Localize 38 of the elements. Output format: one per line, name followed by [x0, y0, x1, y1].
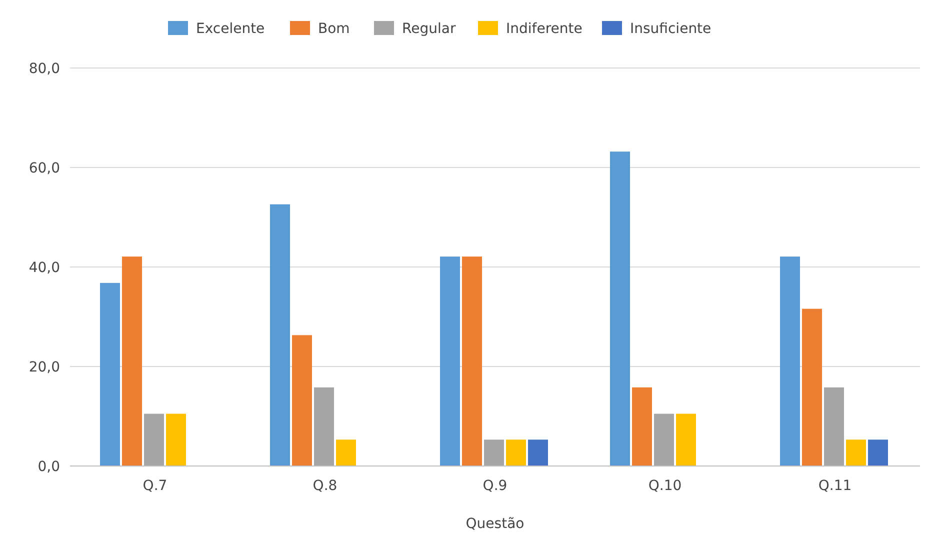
bar — [440, 256, 460, 466]
y-tick-label: 0,0 — [38, 458, 60, 475]
bar — [314, 387, 334, 466]
bar — [824, 387, 844, 466]
bar — [122, 256, 142, 466]
bar — [100, 282, 120, 466]
bar — [632, 387, 652, 466]
y-tick-label: 20,0 — [28, 359, 60, 376]
x-tick-label: Q.10 — [648, 478, 682, 494]
bar — [336, 440, 356, 466]
legend-label: Excelente — [196, 21, 265, 37]
bar — [868, 440, 888, 466]
legend-label: Insuficiente — [630, 21, 712, 37]
bar — [166, 414, 186, 466]
x-tick-label: Q.9 — [482, 478, 508, 494]
bar — [610, 152, 630, 466]
x-axis-title: Questão — [466, 516, 524, 532]
bar — [528, 440, 548, 466]
x-tick-label: Q.8 — [312, 478, 338, 494]
x-tick-label: Q.11 — [818, 478, 852, 494]
bar — [802, 308, 822, 466]
bar — [506, 440, 526, 466]
y-tick-label: 60,0 — [28, 160, 60, 176]
legend-label: Indiferente — [506, 21, 582, 37]
bar — [676, 414, 696, 466]
legend-label: Bom — [318, 21, 350, 37]
bar — [292, 335, 312, 466]
bar — [846, 440, 866, 466]
bar — [780, 256, 800, 466]
bar — [484, 440, 504, 466]
x-tick-label: Q.7 — [142, 478, 168, 494]
y-tick-label: 40,0 — [28, 260, 60, 276]
bar — [654, 414, 674, 466]
bar — [462, 256, 482, 466]
bar — [144, 414, 164, 466]
y-tick-label: 80,0 — [28, 60, 60, 77]
legend-label: Regular — [402, 21, 456, 37]
bar — [270, 204, 290, 466]
